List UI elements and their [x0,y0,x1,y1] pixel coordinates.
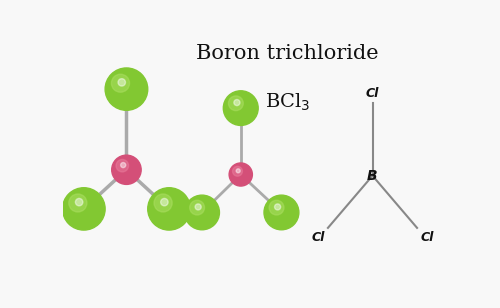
Ellipse shape [154,194,172,212]
Ellipse shape [264,195,299,230]
Ellipse shape [190,200,204,215]
Ellipse shape [105,68,148,110]
Ellipse shape [160,198,168,206]
Ellipse shape [228,96,244,111]
Ellipse shape [120,163,126,168]
Ellipse shape [269,200,284,215]
Text: Boron trichloride: Boron trichloride [196,44,378,63]
Ellipse shape [118,79,126,86]
Ellipse shape [69,194,87,212]
Ellipse shape [195,204,201,210]
Ellipse shape [76,198,83,206]
Text: BCl$_3$: BCl$_3$ [264,91,310,113]
Text: Cl: Cl [420,231,434,244]
Ellipse shape [112,74,130,92]
Ellipse shape [224,91,258,125]
Ellipse shape [148,188,190,230]
Ellipse shape [234,99,240,106]
Ellipse shape [116,160,128,172]
Text: Cl: Cl [366,87,379,100]
Ellipse shape [229,163,252,186]
Ellipse shape [112,155,141,184]
Ellipse shape [184,195,220,230]
Text: Cl: Cl [312,231,325,244]
Ellipse shape [274,204,280,210]
Ellipse shape [62,188,105,230]
Text: B: B [367,169,378,183]
Ellipse shape [236,169,240,173]
Ellipse shape [232,166,242,176]
